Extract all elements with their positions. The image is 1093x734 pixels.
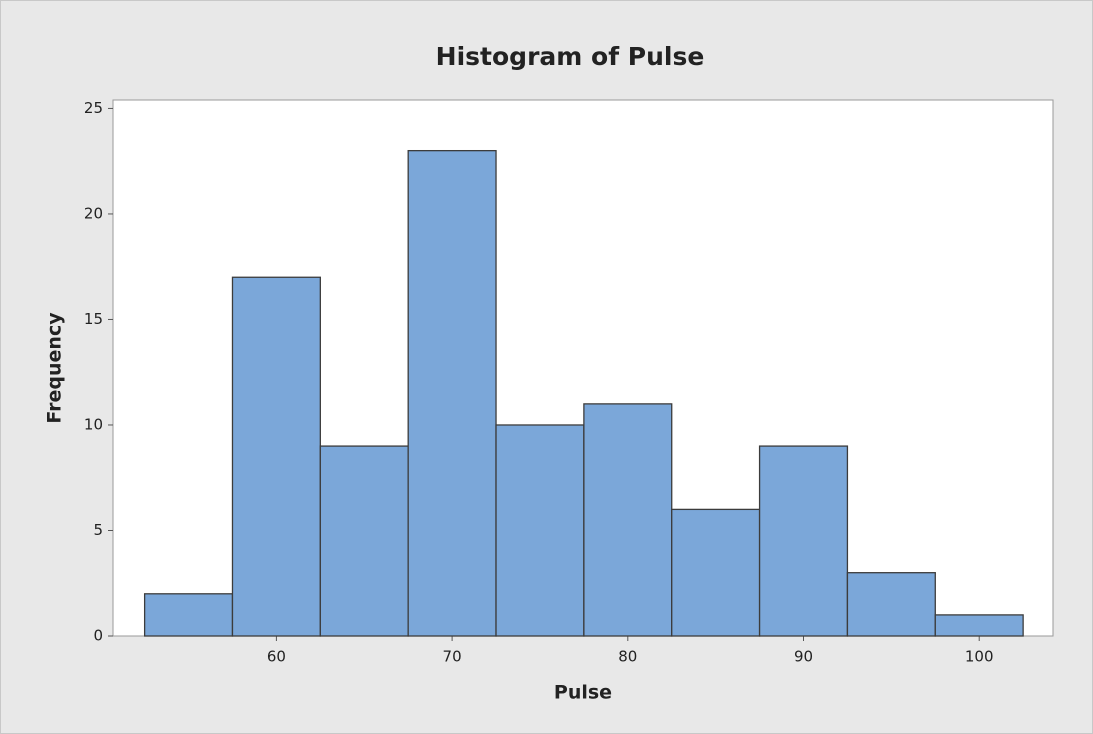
bar (407, 149, 497, 637)
x-tick-label: 80 (618, 648, 637, 666)
bar (231, 276, 321, 637)
x-tick-label: 90 (794, 648, 813, 666)
y-tick-label: 15 (84, 310, 103, 328)
y-axis-label: Frequency (44, 312, 66, 424)
x-tick-label: 70 (443, 648, 462, 666)
bar (846, 572, 936, 637)
x-axis-label: Pulse (554, 682, 612, 704)
y-tick-label: 0 (93, 627, 103, 645)
bar (583, 403, 673, 637)
bar (143, 593, 234, 637)
chart-title: Histogram of Pulse (436, 42, 705, 71)
bar (495, 424, 585, 637)
x-tick-label: 60 (267, 648, 286, 666)
y-tick-label: 10 (84, 415, 103, 433)
bar (319, 445, 409, 637)
bar (758, 445, 849, 637)
y-tick-label: 20 (84, 204, 103, 222)
y-tick-label: 5 (93, 521, 103, 539)
y-tick-label: 25 (84, 99, 103, 117)
x-tick-label: 100 (965, 648, 994, 666)
bar (934, 614, 1024, 637)
bar (671, 508, 761, 637)
